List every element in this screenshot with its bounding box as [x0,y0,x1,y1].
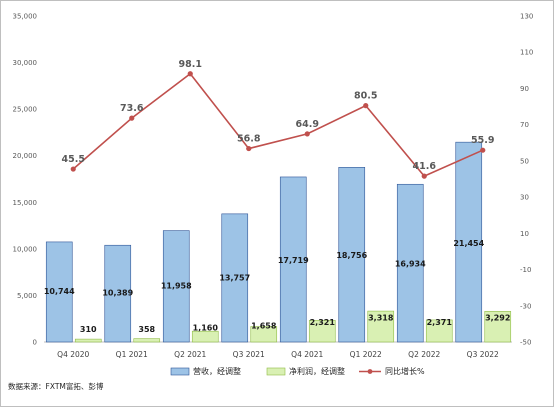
growth-point [246,145,252,152]
profit-label: 310 [80,325,97,334]
growth-label: 45.5 [62,154,85,165]
profit-bar [191,330,219,343]
right-axis-tick: 10 [520,230,529,238]
revenue-label: 18,756 [336,251,367,260]
profit-bar [425,319,453,343]
growth-point [129,115,135,121]
bars-layer [45,141,512,343]
revenue-label: 10,744 [44,287,75,296]
growth-label: 64.9 [296,119,319,130]
revenue-label: 10,389 [102,289,133,298]
category-label: Q2 2021 [174,350,206,359]
category-label: Q4 2020 [57,350,89,359]
growth-line-layer [70,71,486,179]
profit-label: 358 [138,325,155,334]
revenue-label: 21,454 [453,239,484,248]
labels-layer: 10,744 310 10,389 358 11,958 1,160 13,757 1,658… [44,59,511,334]
right-axis-tick: 110 [520,49,533,57]
right-axis-tick: 50 [520,157,529,165]
growth-point [304,131,310,137]
profit-label: 1,160 [193,324,219,333]
right-axis-tick: 30 [520,194,529,202]
growth-label: 55.9 [471,135,494,146]
profit-bar [308,320,336,343]
right-axis-tick: 90 [520,85,529,93]
left-axis-tick: 0 [33,339,37,347]
revenue-bar [338,167,366,343]
right-axis-tick: 70 [520,121,529,129]
legend-label-profit: 净利润，经调整 [289,366,345,376]
legend-label-revenue: 营收，经调整 [193,366,241,376]
left-axis-tick: 20,000 [13,152,38,160]
growth-label: 41.6 [413,161,437,172]
left-axis-tick: 35,000 [13,13,38,21]
category-label: Q3 2022 [467,350,499,359]
revenue-bar [221,213,249,343]
legend-marker-growth [367,369,373,374]
right-axis-tick: -30 [520,302,531,310]
growth-label: 56.8 [237,134,261,145]
profit-label: 2,371 [427,318,453,327]
growth-point [187,71,193,77]
profit-bar [250,326,278,343]
revenue-bar [45,241,73,343]
profit-label: 3,292 [485,314,510,323]
category-label: Q3 2021 [233,350,265,359]
revenue-bar [162,230,190,343]
growth-point [363,103,369,109]
left-axis-tick: 25,000 [13,106,38,114]
category-label: Q2 2022 [408,350,440,359]
growth-label: 73.6 [120,103,144,114]
revenue-bar [104,244,132,343]
category-label: Q4 2021 [291,350,323,359]
legend-swatch-profit [266,367,286,376]
growth-point [480,147,486,153]
left-axis-tick: 10,000 [13,245,38,253]
revenue-label: 17,719 [278,256,309,265]
profit-bar [367,310,395,343]
source-note: 数据来源：FXTM富拓、彭博 [8,381,104,391]
revenue-bar [396,183,424,343]
growth-line [72,72,484,178]
legend-swatch-revenue [170,367,190,376]
left-axis-tick: 5,000 [17,292,37,300]
revenue-label: 16,934 [395,259,426,268]
growth-label: 80.5 [354,91,377,102]
revenue-label: 11,958 [161,282,192,291]
right-axis-tick: -50 [520,339,531,347]
right-axis-tick: -10 [520,266,531,274]
profit-label: 1,658 [251,321,277,330]
profit-bar [484,311,512,343]
legend: 营收，经调整 净利润，经调整 同比增长% [170,366,425,376]
revenue-bar [279,176,307,343]
legend-label-growth: 同比增长% [385,366,425,376]
category-label: Q1 2022 [350,350,382,359]
revenue-bar [455,141,483,343]
profit-label: 3,318 [368,314,394,323]
left-axis-tick: 15,000 [13,199,38,207]
category-label: Q1 2021 [116,350,148,359]
right-axis-tick: 130 [520,13,533,21]
growth-point [421,173,427,179]
axes-layer: Q4 2020 Q1 2021 Q2 2021 Q3 2021 Q4 2021 Q1 20… [13,13,534,360]
profit-bar [74,338,102,343]
left-axis-tick: 30,000 [13,59,38,67]
profit-label: 2,321 [310,318,336,327]
growth-point [70,166,76,172]
growth-label: 98.1 [179,59,202,70]
revenue-label: 13,757 [219,273,250,282]
profit-bar [133,338,161,343]
